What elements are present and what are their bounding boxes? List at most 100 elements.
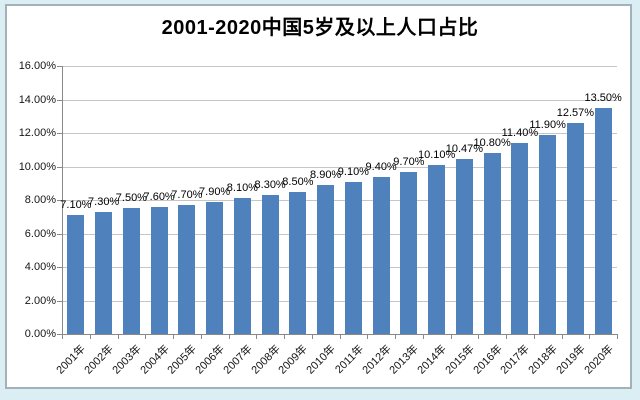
y-axis-tick bbox=[57, 166, 62, 168]
bar-value-label: 8.10% bbox=[226, 182, 258, 195]
gridline bbox=[62, 133, 617, 134]
gridline bbox=[62, 200, 617, 201]
bar-value-label: 10.80% bbox=[473, 137, 511, 150]
x-axis-tick bbox=[617, 335, 618, 339]
x-axis-label: 2020年 bbox=[582, 343, 616, 377]
bar-value-label: 9.10% bbox=[337, 165, 369, 178]
y-axis-label: 2.00% bbox=[24, 294, 56, 307]
bar bbox=[233, 198, 251, 334]
y-axis-tick bbox=[57, 133, 62, 134]
x-axis-label: 2010年 bbox=[304, 343, 339, 377]
bar-value-label: 13.50% bbox=[584, 91, 622, 104]
x-axis-tick bbox=[339, 335, 341, 339]
x-axis-label: 2019年 bbox=[554, 343, 588, 377]
bar-value-label: 11.90% bbox=[529, 118, 566, 131]
bar bbox=[594, 107, 612, 334]
x-axis-line bbox=[62, 334, 618, 335]
bar-value-label: 7.60% bbox=[143, 190, 175, 203]
bar bbox=[150, 206, 168, 334]
x-axis-tick bbox=[62, 335, 63, 339]
gridline bbox=[62, 166, 617, 168]
x-axis-label: 2013年 bbox=[387, 343, 422, 377]
x-axis-tick bbox=[506, 335, 507, 339]
bar bbox=[317, 184, 335, 334]
y-axis-label: 6.00% bbox=[24, 227, 56, 240]
bar-value-label: 7.10% bbox=[60, 199, 92, 212]
bar bbox=[372, 176, 390, 334]
y-axis-tick bbox=[57, 99, 62, 101]
x-axis-tick bbox=[367, 335, 369, 339]
bar-value-label: 8.30% bbox=[254, 178, 286, 191]
x-axis-label: 2018年 bbox=[526, 343, 561, 377]
x-axis-tick bbox=[450, 335, 452, 339]
y-axis-label: 8.00% bbox=[24, 194, 56, 206]
x-axis-tick bbox=[395, 335, 396, 339]
x-axis-tick bbox=[478, 335, 480, 339]
bar-value-label: 7.50% bbox=[115, 192, 147, 205]
y-axis-label: 14.00% bbox=[18, 93, 56, 106]
x-axis-label: 2008年 bbox=[249, 343, 283, 377]
bar bbox=[511, 143, 529, 334]
y-axis-tick bbox=[57, 300, 62, 302]
bar bbox=[344, 181, 362, 334]
gridline bbox=[62, 66, 617, 67]
gridline bbox=[62, 300, 617, 302]
x-axis-label: 2007年 bbox=[221, 343, 255, 377]
bar-value-label: 9.70% bbox=[393, 155, 425, 168]
bar-value-label: 8.50% bbox=[282, 175, 314, 188]
x-axis-label: 2014年 bbox=[415, 343, 450, 377]
y-axis-tick bbox=[57, 200, 62, 201]
y-axis-label: 10.00% bbox=[18, 160, 56, 173]
bar-value-label: 8.90% bbox=[310, 168, 342, 181]
y-axis-label: 12.00% bbox=[18, 127, 56, 139]
bar bbox=[566, 123, 584, 334]
x-axis-label: 2016年 bbox=[471, 343, 505, 377]
y-axis-label: 0.00% bbox=[24, 328, 56, 340]
bar bbox=[428, 164, 446, 334]
bar-value-label: 12.57% bbox=[556, 107, 595, 120]
bar-value-label: 10.47% bbox=[445, 142, 484, 155]
x-axis-tick bbox=[200, 335, 202, 339]
chart-title: 2001-2020中国5岁及以上人口占比 bbox=[161, 17, 479, 39]
x-axis-tick bbox=[284, 335, 285, 339]
bar bbox=[539, 134, 557, 334]
x-axis-label: 2012年 bbox=[360, 343, 394, 377]
bar bbox=[400, 171, 418, 334]
bar-value-label: 7.30% bbox=[88, 195, 120, 208]
bar-value-label: 11.40% bbox=[501, 127, 539, 140]
x-axis-label: 2003年 bbox=[110, 343, 144, 377]
bar-value-label: 7.90% bbox=[199, 185, 231, 198]
y-axis-line bbox=[62, 66, 63, 335]
y-axis-tick bbox=[57, 233, 62, 235]
y-axis-tick bbox=[57, 267, 62, 268]
x-axis-tick bbox=[422, 335, 424, 339]
x-axis-label: 2011年 bbox=[332, 343, 366, 376]
x-axis-tick bbox=[117, 335, 119, 339]
x-axis-label: 2001年 bbox=[54, 343, 89, 377]
gridline bbox=[62, 267, 617, 268]
bar bbox=[261, 194, 279, 334]
x-axis-tick bbox=[561, 335, 563, 339]
x-axis-label: 2004年 bbox=[138, 343, 172, 377]
bar-value-label: 10.10% bbox=[417, 148, 456, 161]
gridline bbox=[62, 99, 617, 101]
y-axis-label: 4.00% bbox=[24, 261, 56, 273]
x-axis-label: 2009年 bbox=[276, 343, 311, 377]
x-axis-tick bbox=[173, 335, 174, 339]
x-axis-tick bbox=[145, 335, 147, 339]
bar bbox=[67, 215, 85, 334]
x-axis-tick bbox=[589, 335, 591, 339]
x-axis-tick bbox=[89, 335, 91, 339]
bar bbox=[95, 211, 113, 334]
x-axis-label: 2017年 bbox=[498, 343, 533, 377]
y-axis-label: 16.00% bbox=[18, 60, 56, 72]
gridline bbox=[62, 233, 617, 235]
x-axis-tick bbox=[228, 335, 230, 339]
x-axis-tick bbox=[533, 335, 535, 339]
x-axis-label: 2005年 bbox=[165, 343, 200, 377]
x-axis-tick bbox=[311, 335, 313, 339]
bar bbox=[483, 153, 501, 334]
bar-value-label: 9.40% bbox=[365, 160, 397, 173]
